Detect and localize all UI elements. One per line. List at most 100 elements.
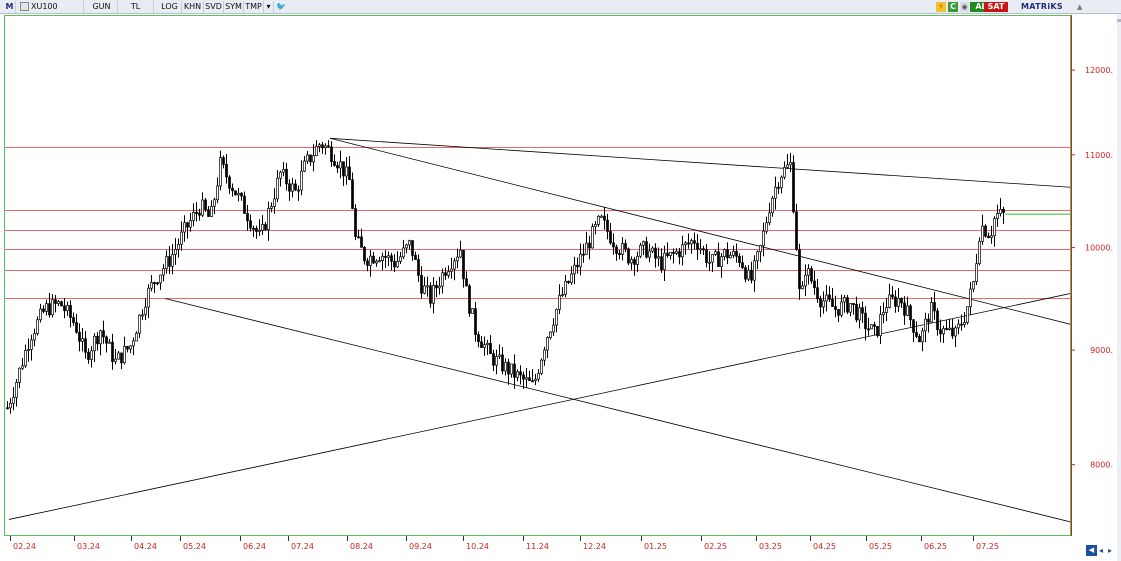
tmp-button[interactable]: TMP (244, 1, 264, 13)
candle-body (843, 297, 846, 303)
twitter-icon[interactable]: 🐦 (276, 2, 286, 11)
candle-body (924, 318, 927, 332)
candle-body (465, 278, 468, 287)
candle-body (801, 285, 804, 290)
candle-body (915, 332, 918, 337)
candle-body (162, 268, 165, 276)
candle-body (384, 255, 387, 258)
candle-body (624, 243, 627, 250)
candle-body (537, 372, 540, 380)
candle-body (114, 358, 117, 362)
period-gun-button[interactable]: GUN (86, 1, 118, 13)
candle-body (822, 300, 825, 308)
buy-button[interactable]: AL (970, 2, 992, 12)
candle-body (894, 296, 897, 307)
candle-body (165, 256, 168, 270)
candle-body (210, 205, 213, 217)
candle-body (285, 168, 288, 185)
candle-body (48, 303, 51, 316)
candle-body (552, 324, 555, 333)
candle-body (510, 363, 513, 375)
candle-body (573, 264, 576, 275)
candle-body (432, 284, 435, 304)
candle-body (501, 354, 504, 372)
candle-body (546, 337, 549, 351)
refresh-icon[interactable]: C (948, 2, 958, 12)
candle-body (240, 192, 243, 197)
settings-icon[interactable]: ◉ (960, 2, 969, 12)
candle-body (996, 213, 999, 219)
candle-body (627, 248, 630, 264)
x-tick-label: 04.25 (813, 542, 836, 551)
symbol-selector[interactable]: XU100 (16, 1, 84, 13)
candle-body (978, 241, 981, 265)
candle-body (999, 208, 1002, 214)
candle-body (126, 346, 129, 350)
scroll-left-icon[interactable]: ◀ (1086, 545, 1097, 556)
candle-body (441, 272, 444, 287)
scroll-up-icon[interactable]: ▲ (1077, 3, 1083, 11)
currency-tl-button[interactable]: TL (118, 1, 154, 13)
y-tick-label: 10000. (1085, 244, 1113, 253)
x-tick-label: 06.25 (924, 542, 947, 551)
symbol-label: XU100 (31, 2, 58, 11)
candle-body (771, 197, 774, 214)
candle-body (690, 240, 693, 245)
candle-body (957, 323, 960, 329)
candle-body (645, 241, 648, 258)
candle-body (735, 251, 738, 257)
candle-body (324, 145, 327, 149)
candle-body (720, 256, 723, 267)
candle-body (408, 240, 411, 246)
candle-body (450, 268, 453, 272)
candle-body (405, 244, 408, 249)
candle-body (192, 212, 195, 221)
candle-body (609, 231, 612, 244)
price-axis[interactable]: 8000. 9000. 10000. 11000. 12000. (1071, 15, 1117, 536)
candle-body (861, 307, 864, 314)
candle-body (969, 288, 972, 307)
candle-body (657, 256, 660, 259)
candle-body (813, 280, 816, 289)
sym-button[interactable]: SYM (224, 1, 244, 13)
menu-button[interactable]: M (4, 1, 16, 13)
lightning-icon[interactable]: ⚡ (936, 2, 946, 12)
candle-body (456, 256, 459, 262)
candle-body (639, 244, 642, 257)
candle-body (864, 312, 867, 330)
dropdown-arrow-icon[interactable]: ▾ (264, 1, 274, 13)
scroll-left-arrow-icon[interactable]: ◂ (1099, 546, 1104, 555)
candle-body (129, 345, 132, 350)
candle-body (693, 240, 696, 244)
candle-body (696, 242, 699, 250)
brand-logo: MATRiKS (1021, 2, 1063, 11)
sell-button[interactable]: SAT (984, 2, 1008, 12)
candle-body (444, 272, 447, 276)
candle-body (930, 302, 933, 323)
candle-body (699, 248, 702, 251)
candle-body (147, 287, 150, 308)
scroll-down-icon[interactable] (1117, 19, 1121, 22)
svd-button[interactable]: SVD (204, 1, 224, 13)
candle-body (831, 298, 834, 307)
scroll-right-arrow-icon[interactable]: ▸ (1108, 546, 1113, 555)
candle-body (507, 361, 510, 375)
candle-body (132, 340, 135, 347)
vertical-scrollbar[interactable] (1117, 14, 1121, 561)
candle-body (660, 256, 663, 271)
candle-body (42, 308, 45, 312)
candle-body (186, 222, 189, 228)
candle-body (873, 324, 876, 327)
candle-body (462, 250, 465, 280)
candle-body (270, 206, 273, 209)
candle-body (774, 186, 777, 199)
candle-body (540, 359, 543, 374)
log-scale-button[interactable]: LOG (158, 1, 182, 13)
price-chart[interactable] (4, 15, 1071, 536)
date-axis[interactable]: 02.24 03.24 04.24 05.24 06.24 07.24 08.24 09.24… (4, 536, 1071, 558)
candle-body (96, 335, 99, 345)
candle-body (459, 250, 462, 258)
candle-body (519, 371, 522, 376)
candle-body (654, 247, 657, 259)
khn-button[interactable]: KHN (182, 1, 204, 13)
